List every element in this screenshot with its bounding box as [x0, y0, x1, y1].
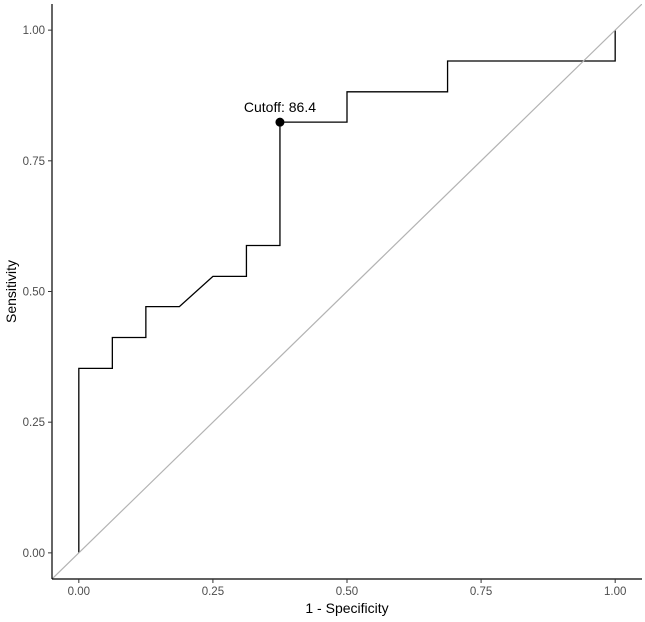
x-tick-label: 0.50	[336, 586, 358, 598]
x-tick-label: 0.25	[202, 586, 224, 598]
y-axis-title: Sensitivity	[3, 260, 19, 323]
x-tick-label: 0.00	[68, 586, 90, 598]
reference-diagonal-line	[52, 4, 642, 579]
roc-curve-line	[78, 30, 616, 553]
x-tick-label: 1.00	[604, 586, 626, 598]
y-tick-label: 0.50	[23, 287, 45, 299]
cutoff-point	[275, 117, 285, 127]
y-tick-label: 0.00	[23, 548, 45, 560]
y-tick-label: 1.00	[23, 25, 45, 37]
plot-area	[52, 4, 642, 579]
y-tick-label: 0.25	[23, 417, 45, 429]
axis-ticks: 0.00 0.25 0.50 0.75 1.00 0.00 0.25 0.50 0.75 1.00	[23, 25, 627, 598]
cutoff-label: Cutoff: 86.4	[244, 99, 316, 115]
y-tick-label: 0.75	[23, 156, 45, 168]
x-axis-title: 1 - Specificity	[305, 600, 388, 616]
x-tick-label: 0.75	[470, 586, 492, 598]
